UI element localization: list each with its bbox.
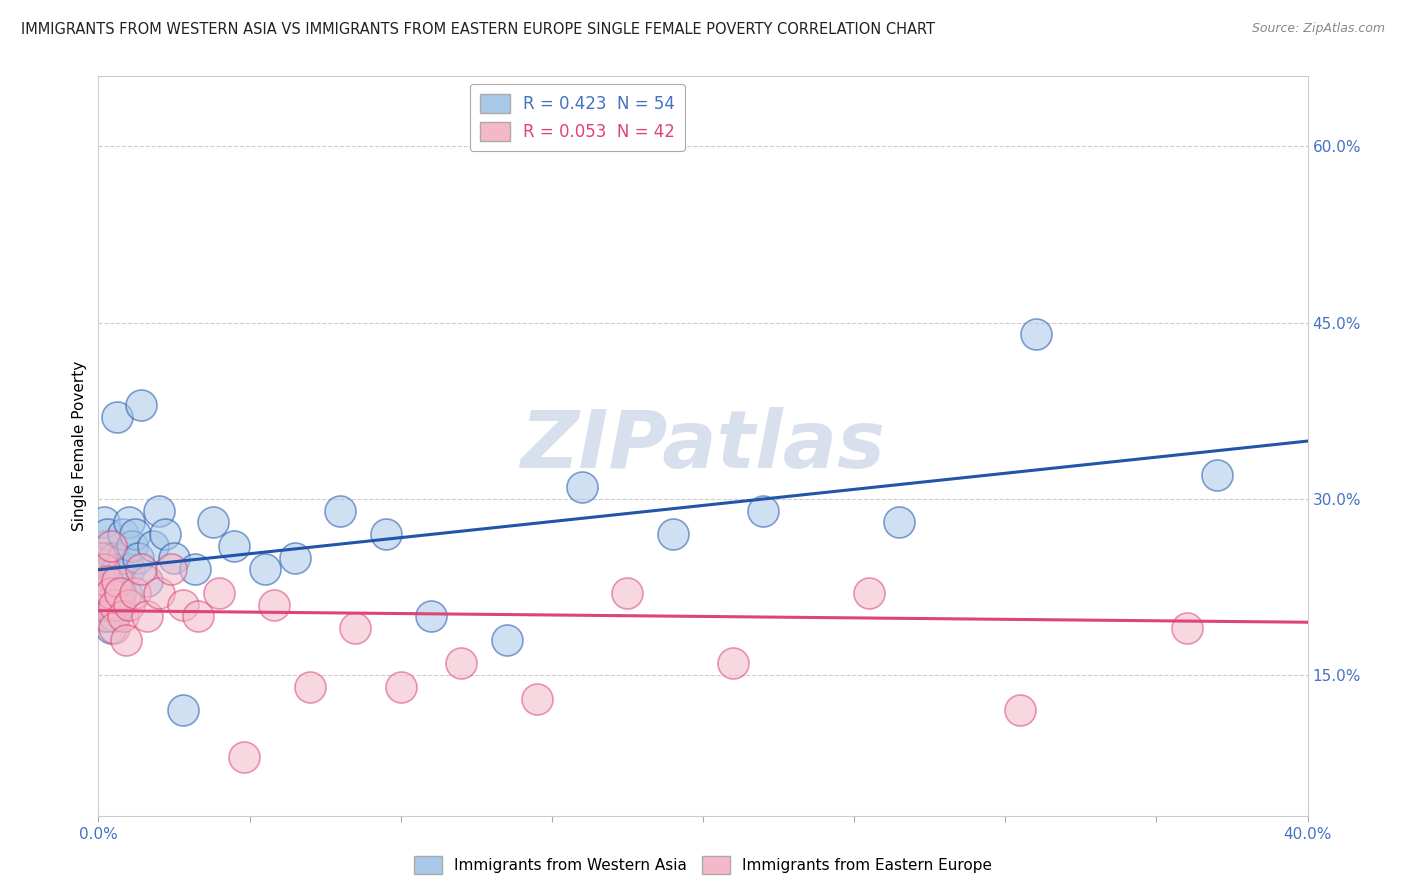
Point xyxy=(142,539,165,553)
Point xyxy=(858,586,880,600)
Point xyxy=(108,574,131,589)
Point xyxy=(93,598,115,612)
Point xyxy=(118,562,141,576)
Point xyxy=(184,562,207,576)
Point xyxy=(153,527,176,541)
Point xyxy=(889,516,911,530)
Point xyxy=(160,562,183,576)
Point xyxy=(111,527,134,541)
Point xyxy=(96,609,118,624)
Point xyxy=(100,562,122,576)
Point xyxy=(450,657,472,671)
Point xyxy=(114,586,136,600)
Point xyxy=(90,586,112,600)
Point xyxy=(124,586,146,600)
Point xyxy=(96,527,118,541)
Point xyxy=(90,550,112,565)
Point xyxy=(299,680,322,694)
Point xyxy=(224,539,246,553)
Point xyxy=(124,527,146,541)
Point xyxy=(111,550,134,565)
Point xyxy=(172,703,194,717)
Point xyxy=(135,574,157,589)
Point xyxy=(114,632,136,647)
Point xyxy=(103,550,125,565)
Point xyxy=(105,586,128,600)
Point xyxy=(90,598,112,612)
Point xyxy=(93,609,115,624)
Point xyxy=(1010,703,1032,717)
Point xyxy=(263,598,285,612)
Point xyxy=(344,621,367,635)
Point xyxy=(103,574,125,589)
Point xyxy=(100,539,122,553)
Point xyxy=(253,562,276,576)
Point xyxy=(96,574,118,589)
Point xyxy=(96,550,118,565)
Point xyxy=(105,562,128,576)
Point xyxy=(90,574,112,589)
Point xyxy=(96,598,118,612)
Point xyxy=(93,539,115,553)
Text: IMMIGRANTS FROM WESTERN ASIA VS IMMIGRANTS FROM EASTERN EUROPE SINGLE FEMALE POV: IMMIGRANTS FROM WESTERN ASIA VS IMMIGRAN… xyxy=(21,22,935,37)
Legend: R = 0.423  N = 54, R = 0.053  N = 42: R = 0.423 N = 54, R = 0.053 N = 42 xyxy=(470,84,685,151)
Point xyxy=(105,409,128,424)
Point xyxy=(571,480,593,494)
Point xyxy=(495,632,517,647)
Point xyxy=(103,598,125,612)
Point xyxy=(121,539,143,553)
Point xyxy=(202,516,225,530)
Point xyxy=(129,562,152,576)
Point xyxy=(100,586,122,600)
Point xyxy=(389,680,412,694)
Text: Source: ZipAtlas.com: Source: ZipAtlas.com xyxy=(1251,22,1385,36)
Point xyxy=(127,550,149,565)
Point xyxy=(661,527,683,541)
Point xyxy=(118,598,141,612)
Point xyxy=(93,562,115,576)
Point xyxy=(616,586,638,600)
Point xyxy=(1024,327,1046,342)
Point xyxy=(329,503,352,517)
Point xyxy=(93,586,115,600)
Point xyxy=(284,550,307,565)
Text: ZIPatlas: ZIPatlas xyxy=(520,407,886,485)
Y-axis label: Single Female Poverty: Single Female Poverty xyxy=(72,361,87,531)
Point xyxy=(103,609,125,624)
Point xyxy=(187,609,209,624)
Point xyxy=(148,586,170,600)
Point xyxy=(163,550,186,565)
Point xyxy=(208,586,231,600)
Point xyxy=(374,527,396,541)
Point xyxy=(93,562,115,576)
Point xyxy=(1175,621,1198,635)
Point xyxy=(172,598,194,612)
Point xyxy=(232,750,254,764)
Point xyxy=(1206,468,1229,483)
Point xyxy=(108,598,131,612)
Point xyxy=(135,609,157,624)
Point xyxy=(118,516,141,530)
Point xyxy=(105,574,128,589)
Point xyxy=(420,609,443,624)
Point xyxy=(90,550,112,565)
Point xyxy=(103,621,125,635)
Point xyxy=(1372,445,1395,459)
Point xyxy=(93,516,115,530)
Point xyxy=(96,574,118,589)
Point xyxy=(148,503,170,517)
Point xyxy=(108,586,131,600)
Point xyxy=(100,621,122,635)
Legend: Immigrants from Western Asia, Immigrants from Eastern Europe: Immigrants from Western Asia, Immigrants… xyxy=(408,850,998,880)
Point xyxy=(100,598,122,612)
Point xyxy=(526,691,548,706)
Point xyxy=(723,657,745,671)
Point xyxy=(752,503,775,517)
Point xyxy=(129,398,152,412)
Point xyxy=(100,586,122,600)
Point xyxy=(111,609,134,624)
